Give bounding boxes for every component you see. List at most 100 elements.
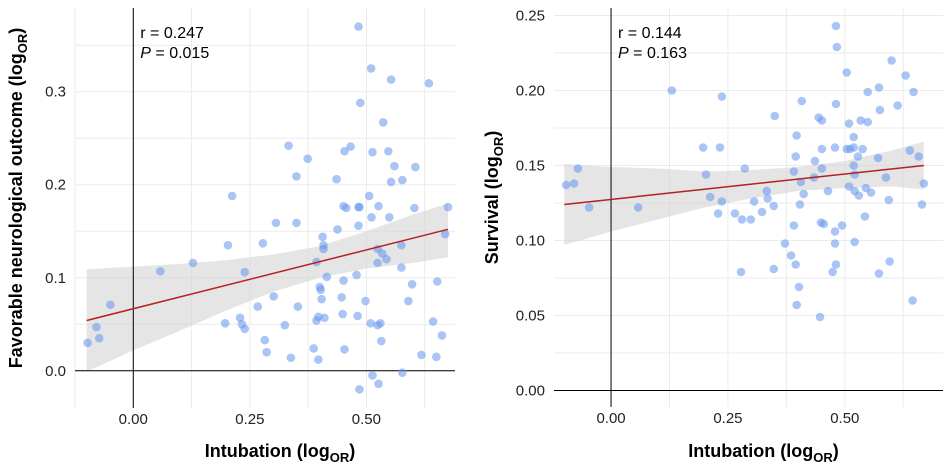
p-value: = 0.015: [151, 45, 209, 62]
panel-neurological-outcome: 0.00 0.25 0.50 0.0 0.1 0.2 0.3 r = 0.247 P = 0.0…: [6, 8, 455, 464]
correlation-r: r = 0.247: [140, 25, 204, 42]
data-point: [914, 152, 923, 161]
y-tick-label: 0.00: [516, 383, 545, 400]
data-point: [874, 269, 884, 278]
data-point: [188, 258, 198, 268]
data-point: [410, 203, 419, 213]
data-point: [844, 119, 854, 128]
data-point: [815, 312, 825, 322]
data-point: [828, 267, 837, 277]
data-point: [860, 212, 870, 221]
y-axis-title: Favorable neurological outcome (logOR): [6, 28, 30, 369]
data-point: [919, 179, 929, 188]
data-point: [432, 352, 441, 362]
data-point: [796, 177, 806, 187]
data-point: [874, 83, 884, 92]
data-point: [374, 379, 383, 389]
data-point: [757, 207, 767, 217]
p-value-text: P = 0.163: [618, 45, 687, 62]
data-point: [368, 147, 377, 157]
data-point: [792, 300, 801, 310]
y-tick-label: 0.0: [45, 363, 66, 380]
y-tick-label: 0.25: [516, 8, 545, 25]
data-point: [863, 117, 873, 127]
y-axis-title-main: Favorable neurological outcome (log: [6, 53, 26, 368]
data-point: [292, 218, 301, 228]
data-point: [373, 258, 382, 268]
data-point: [390, 161, 399, 171]
data-point: [92, 322, 101, 332]
data-point: [319, 244, 328, 254]
data-point: [853, 152, 863, 161]
y-axis-title-sub: OR: [491, 136, 506, 156]
data-point: [762, 186, 772, 196]
data-point: [386, 75, 396, 84]
data-point: [715, 143, 725, 152]
data-point: [885, 257, 894, 266]
data-point: [780, 239, 790, 248]
data-point: [377, 336, 386, 346]
data-point: [873, 153, 883, 163]
data-point: [320, 313, 329, 323]
data-point: [858, 144, 867, 154]
y-axis-title-main: Survival (log: [482, 156, 502, 264]
data-point: [866, 188, 876, 197]
data-point: [849, 161, 858, 170]
data-point: [819, 219, 829, 229]
y-tick-label: 0.15: [516, 158, 545, 175]
data-point: [884, 195, 894, 205]
data-point: [633, 203, 643, 212]
p-value-text: P = 0.015: [140, 45, 209, 62]
x-tick-label: 0.50: [352, 411, 381, 428]
data-point: [791, 260, 801, 269]
data-point: [374, 201, 383, 211]
data-point: [284, 141, 293, 150]
data-point: [353, 311, 362, 321]
data-point: [286, 353, 296, 363]
data-point: [411, 162, 420, 172]
x-tick-label: 0.00: [119, 411, 148, 428]
data-point: [258, 239, 268, 248]
data-point: [332, 174, 341, 184]
data-point: [407, 279, 417, 289]
data-point: [269, 292, 278, 301]
data-point: [303, 154, 312, 163]
y-tick-label: 0.1: [45, 270, 66, 287]
y-axis-title-sub: OR: [15, 33, 30, 53]
data-point: [271, 218, 281, 228]
data-point: [235, 313, 245, 323]
data-point: [253, 302, 263, 311]
data-point: [417, 350, 426, 360]
data-point: [340, 345, 349, 354]
panel-survival: 0.00 0.25 0.50 0.00 0.05 0.10 0.15 0.20 0.25 r = …: [482, 8, 943, 464]
data-point: [737, 215, 747, 224]
data-point: [831, 260, 841, 269]
data-point: [355, 202, 364, 212]
data-point: [364, 191, 374, 201]
y-tick-label: 0.10: [516, 233, 545, 250]
data-point: [260, 335, 270, 345]
data-point: [220, 319, 230, 328]
y-tick-label: 0.20: [516, 83, 545, 100]
data-point: [322, 272, 332, 282]
data-point: [854, 191, 864, 200]
data-point: [397, 240, 406, 250]
data-point: [156, 266, 165, 276]
data-point: [701, 170, 711, 179]
data-point: [339, 276, 348, 285]
data-point: [794, 282, 804, 292]
data-point: [106, 300, 115, 310]
data-point: [893, 101, 902, 110]
y-axis-title-close: ): [6, 28, 26, 34]
data-point: [797, 96, 807, 106]
data-point: [367, 213, 376, 222]
data-point: [832, 42, 842, 52]
data-point: [340, 146, 349, 156]
confidence-band: [564, 141, 924, 245]
data-point: [352, 270, 361, 280]
data-point: [346, 142, 355, 151]
x-axis-title: Intubation (logOR): [688, 441, 838, 464]
data-point: [292, 172, 301, 181]
data-point: [830, 239, 840, 248]
data-point: [905, 146, 915, 155]
